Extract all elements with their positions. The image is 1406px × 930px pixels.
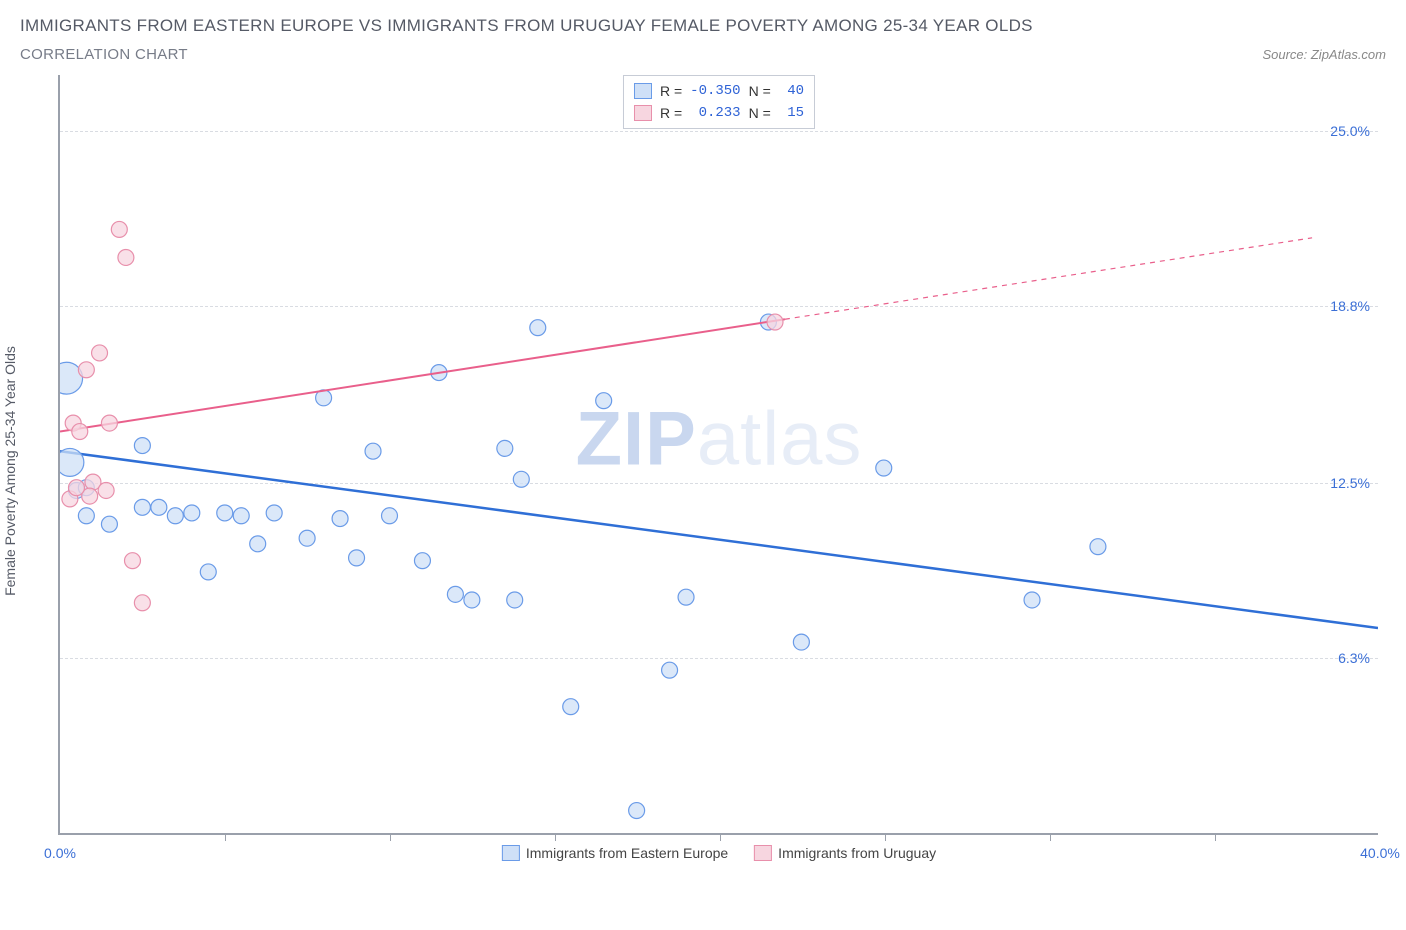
- scatter-point: [151, 499, 167, 515]
- scatter-point: [134, 595, 150, 611]
- series-legend-label-1: Immigrants from Uruguay: [778, 845, 936, 861]
- scatter-point: [876, 460, 892, 476]
- scatter-point: [507, 592, 523, 608]
- scatter-point: [72, 424, 88, 440]
- scatter-point: [217, 505, 233, 521]
- legend-r-value-1: 0.233: [690, 105, 740, 121]
- scatter-point: [447, 586, 463, 602]
- scatter-point: [365, 443, 381, 459]
- legend-r-label: R =: [660, 83, 682, 99]
- source-attribution: Source: ZipAtlas.com: [1262, 47, 1386, 62]
- scatter-point: [513, 471, 529, 487]
- scatter-svg: [60, 75, 1378, 833]
- scatter-point: [530, 320, 546, 336]
- legend-row-series-0: R = -0.350 N = 40: [634, 80, 804, 102]
- scatter-point: [662, 662, 678, 678]
- chart-title: IMMIGRANTS FROM EASTERN EUROPE VS IMMIGR…: [20, 16, 1386, 36]
- x-tick: [390, 833, 391, 841]
- scatter-point: [349, 550, 365, 566]
- regression-line-extension: [785, 238, 1312, 319]
- subtitle-row: CORRELATION CHART Source: ZipAtlas.com: [20, 46, 1386, 63]
- legend-n-label: N =: [749, 83, 771, 99]
- scatter-point: [1024, 592, 1040, 608]
- legend-row-series-1: R = 0.233 N = 15: [634, 102, 804, 124]
- source-prefix: Source:: [1262, 47, 1310, 62]
- x-tick: [555, 833, 556, 841]
- x-tick: [1215, 833, 1216, 841]
- regression-line: [60, 319, 785, 431]
- x-tick: [1050, 833, 1051, 841]
- scatter-point: [464, 592, 480, 608]
- plot-area: ZIPatlas R = -0.350 N = 40 R = 0.233 N =…: [58, 75, 1378, 835]
- scatter-point: [299, 530, 315, 546]
- correlation-legend: R = -0.350 N = 40 R = 0.233 N = 15: [623, 75, 815, 129]
- series-legend-item-0: Immigrants from Eastern Europe: [502, 845, 728, 861]
- scatter-point: [793, 634, 809, 650]
- scatter-point: [596, 393, 612, 409]
- scatter-point: [101, 415, 117, 431]
- scatter-point: [134, 499, 150, 515]
- scatter-point: [78, 508, 94, 524]
- legend-n-label: N =: [749, 105, 771, 121]
- legend-r-value-0: -0.350: [690, 83, 740, 99]
- x-tick-label-max: 40.0%: [1360, 845, 1400, 861]
- scatter-point: [134, 438, 150, 454]
- scatter-point: [78, 362, 94, 378]
- header-block: IMMIGRANTS FROM EASTERN EUROPE VS IMMIGR…: [20, 16, 1386, 63]
- scatter-point: [266, 505, 282, 521]
- scatter-point: [678, 589, 694, 605]
- x-tick: [225, 833, 226, 841]
- scatter-point: [125, 553, 141, 569]
- series-legend: Immigrants from Eastern Europe Immigrant…: [502, 845, 936, 861]
- scatter-point: [200, 564, 216, 580]
- source-name: ZipAtlas.com: [1311, 47, 1386, 62]
- scatter-point: [68, 480, 84, 496]
- legend-swatch-1: [634, 105, 652, 121]
- legend-swatch-0: [634, 83, 652, 99]
- scatter-point: [497, 440, 513, 456]
- scatter-point: [629, 803, 645, 819]
- series-legend-label-0: Immigrants from Eastern Europe: [526, 845, 728, 861]
- legend-n-value-1: 15: [779, 105, 804, 121]
- chart-container: Female Poverty Among 25-34 Year Olds ZIP…: [20, 71, 1386, 871]
- legend-r-label: R =: [660, 105, 682, 121]
- legend-n-value-0: 40: [779, 83, 804, 99]
- scatter-point: [111, 221, 127, 237]
- scatter-point: [60, 448, 84, 476]
- scatter-point: [250, 536, 266, 552]
- scatter-point: [233, 508, 249, 524]
- x-tick-label-min: 0.0%: [44, 845, 76, 861]
- scatter-point: [767, 314, 783, 330]
- series-legend-swatch-0: [502, 845, 520, 861]
- series-legend-item-1: Immigrants from Uruguay: [754, 845, 936, 861]
- scatter-point: [184, 505, 200, 521]
- scatter-point: [98, 483, 114, 499]
- chart-subtitle: CORRELATION CHART: [20, 46, 188, 63]
- scatter-point: [101, 516, 117, 532]
- x-tick: [720, 833, 721, 841]
- scatter-point: [167, 508, 183, 524]
- scatter-point: [332, 511, 348, 527]
- scatter-point: [382, 508, 398, 524]
- scatter-point: [414, 553, 430, 569]
- x-tick: [885, 833, 886, 841]
- scatter-point: [118, 250, 134, 266]
- scatter-point: [92, 345, 108, 361]
- series-legend-swatch-1: [754, 845, 772, 861]
- scatter-point: [1090, 539, 1106, 555]
- scatter-point: [563, 699, 579, 715]
- y-axis-label: Female Poverty Among 25-34 Year Olds: [2, 346, 18, 596]
